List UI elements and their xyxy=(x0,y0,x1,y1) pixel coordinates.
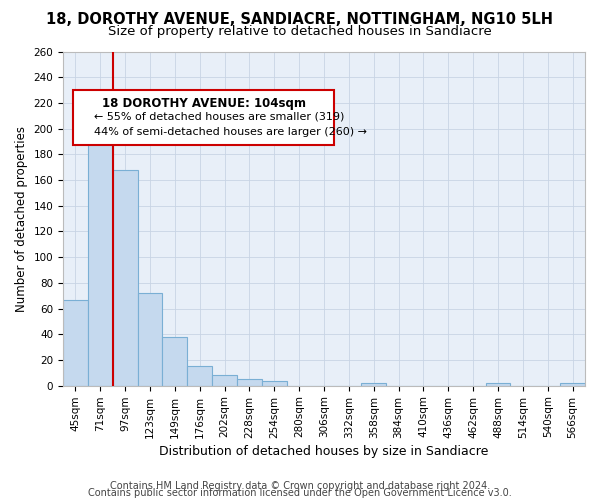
Text: Contains HM Land Registry data © Crown copyright and database right 2024.: Contains HM Land Registry data © Crown c… xyxy=(110,481,490,491)
Text: 44% of semi-detached houses are larger (260) →: 44% of semi-detached houses are larger (… xyxy=(94,126,367,136)
Bar xyxy=(212,376,237,386)
FancyBboxPatch shape xyxy=(73,90,334,145)
Bar xyxy=(560,383,585,386)
Bar xyxy=(187,366,212,386)
Text: 18 DOROTHY AVENUE: 104sqm: 18 DOROTHY AVENUE: 104sqm xyxy=(102,96,306,110)
Text: 18, DOROTHY AVENUE, SANDIACRE, NOTTINGHAM, NG10 5LH: 18, DOROTHY AVENUE, SANDIACRE, NOTTINGHA… xyxy=(47,12,554,28)
Text: Contains public sector information licensed under the Open Government Licence v3: Contains public sector information licen… xyxy=(88,488,512,498)
X-axis label: Distribution of detached houses by size in Sandiacre: Distribution of detached houses by size … xyxy=(160,444,489,458)
Bar xyxy=(137,293,163,386)
Bar xyxy=(163,337,187,386)
Y-axis label: Number of detached properties: Number of detached properties xyxy=(15,126,28,312)
Bar xyxy=(88,121,113,386)
Bar xyxy=(361,383,386,386)
Bar xyxy=(63,300,88,386)
Bar xyxy=(262,380,287,386)
Bar xyxy=(485,383,511,386)
Text: Size of property relative to detached houses in Sandiacre: Size of property relative to detached ho… xyxy=(108,25,492,38)
Bar xyxy=(237,380,262,386)
Text: ← 55% of detached houses are smaller (319): ← 55% of detached houses are smaller (31… xyxy=(94,112,345,122)
Bar xyxy=(113,170,137,386)
